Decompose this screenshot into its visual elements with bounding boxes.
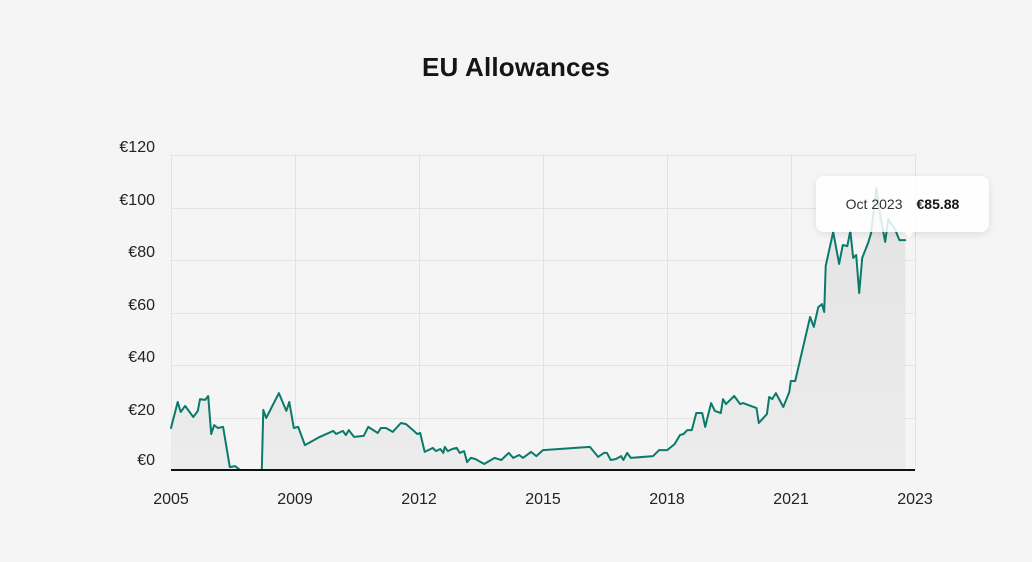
y-tick-label: €80 bbox=[128, 244, 155, 261]
y-tick-label: €120 bbox=[119, 139, 155, 156]
area-fill bbox=[171, 188, 906, 470]
price-line[interactable] bbox=[170, 187, 907, 471]
x-tick-label: 2015 bbox=[525, 491, 561, 508]
tooltip-date: Oct 2023 bbox=[845, 196, 903, 212]
x-tick-label: 2023 bbox=[897, 491, 933, 508]
gridlines bbox=[171, 154, 916, 470]
x-tick-label: 2005 bbox=[153, 491, 189, 508]
x-tick-label: 2009 bbox=[277, 491, 313, 508]
x-tick-label: 2018 bbox=[649, 491, 685, 508]
tooltip: Oct 2023 €85.88 bbox=[816, 176, 989, 232]
y-tick-label: €100 bbox=[119, 191, 155, 209]
chart-title: EU Allowances bbox=[421, 52, 611, 82]
x-tick-label: 2021 bbox=[773, 491, 809, 508]
y-tick-label: €60 bbox=[128, 296, 155, 314]
y-tick-label: €0 bbox=[137, 452, 155, 469]
y-tick-label: €40 bbox=[128, 349, 155, 366]
tooltip-value: €85.88 bbox=[916, 196, 960, 212]
tooltip-pointer bbox=[903, 230, 915, 238]
x-tick-label: 2012 bbox=[401, 491, 437, 508]
y-tick-label: €20 bbox=[128, 401, 155, 419]
